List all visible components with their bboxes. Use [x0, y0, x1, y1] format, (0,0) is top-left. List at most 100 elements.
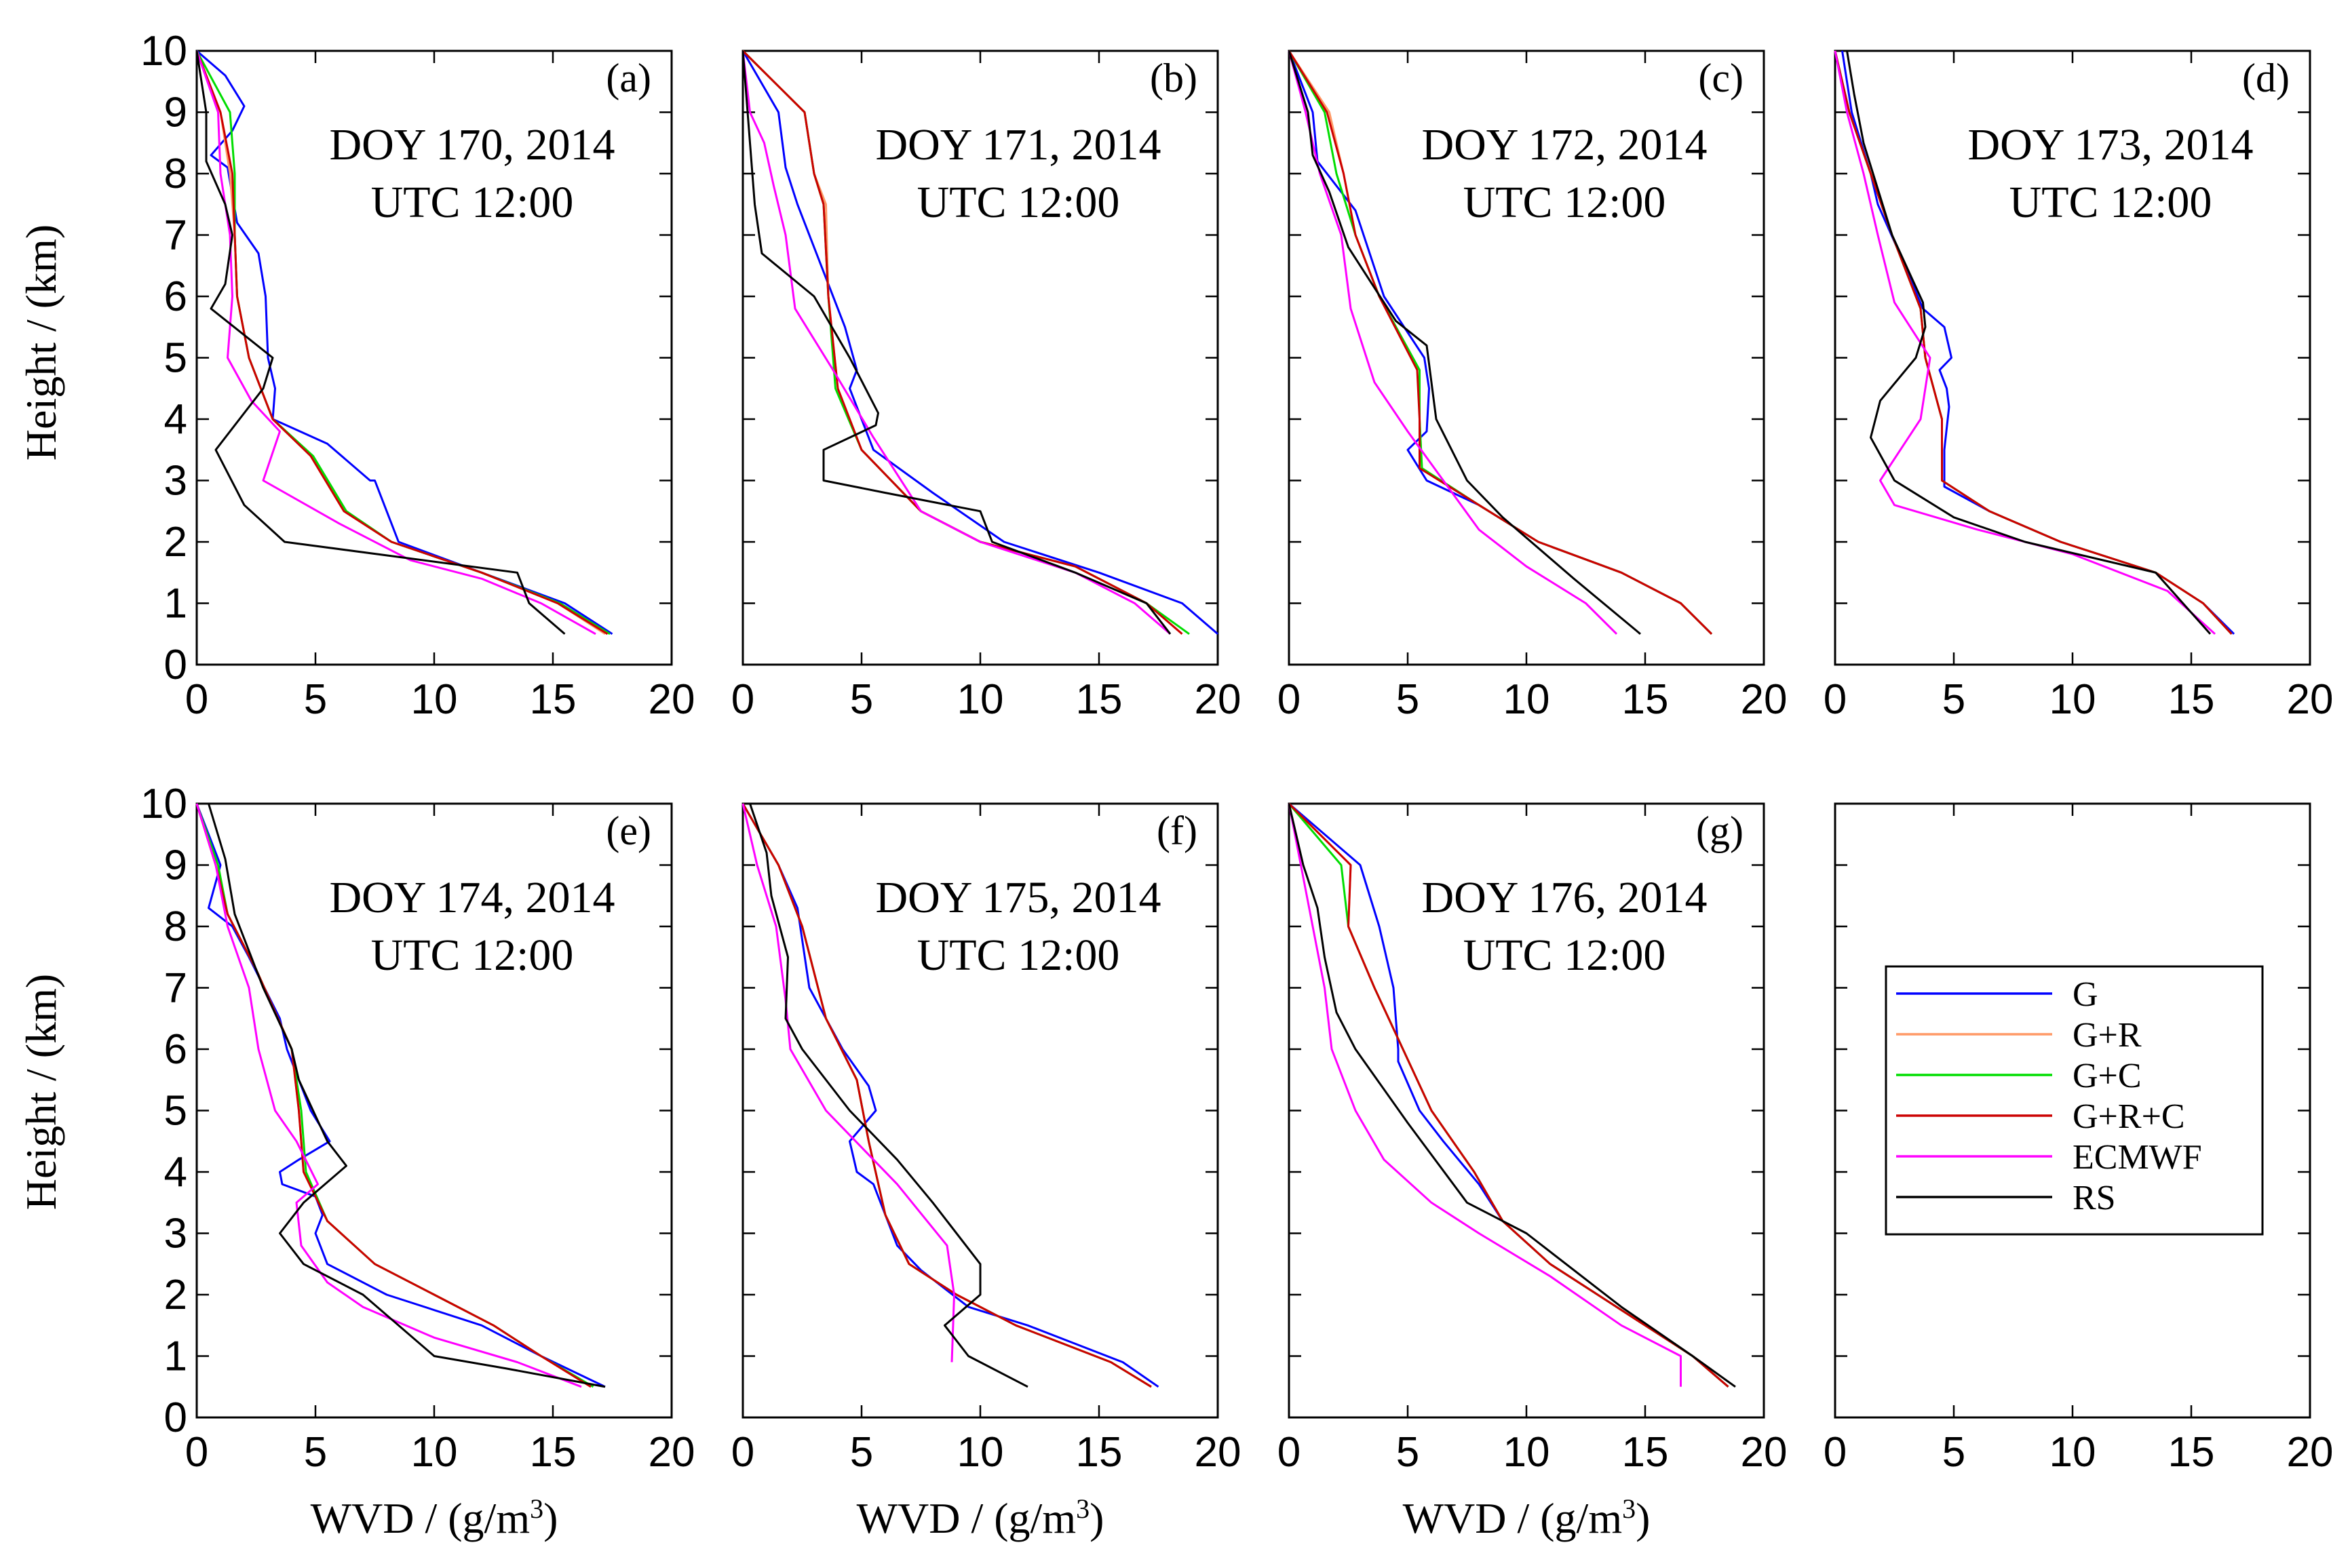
panel-title-line1: DOY 176, 2014	[1421, 873, 1707, 922]
panel-title-line2: UTC 12:00	[1463, 930, 1666, 980]
x-tick-label: 0	[185, 1429, 208, 1476]
series-line-rs	[208, 803, 606, 1388]
x-tick-label: 0	[731, 676, 754, 723]
x-tick-label: 20	[649, 676, 695, 723]
panel-tag: (d)	[2242, 56, 2290, 100]
x-tick-label: 10	[957, 1429, 1004, 1476]
y-tick-label: 0	[164, 1394, 187, 1441]
panel-title-line2: UTC 12:00	[371, 178, 574, 227]
y-tick-label: 5	[164, 1088, 187, 1135]
panel-title-line2: UTC 12:00	[2009, 178, 2212, 227]
y-tick-label: 4	[164, 1149, 187, 1196]
series-line-g	[195, 803, 606, 1388]
panel-title-line2: UTC 12:00	[371, 930, 574, 980]
series-line-ecmwf	[1288, 50, 1618, 635]
legend-label: RS	[2073, 1179, 2116, 1217]
x-tick-label: 10	[957, 676, 1004, 723]
y-tick-label: 6	[164, 1026, 187, 1073]
x-tick-label: 15	[1076, 676, 1123, 723]
y-tick-label: 4	[164, 396, 187, 443]
y-tick-label: 8	[164, 151, 187, 197]
x-tick-label: 20	[2287, 676, 2334, 723]
series-line-g-plus-r-plus-c	[1288, 802, 1729, 1388]
y-tick-label: 7	[164, 965, 187, 1012]
y-tick-label: 10	[140, 28, 187, 75]
x-tick-label: 20	[1741, 1429, 1788, 1476]
x-tick-label: 10	[1503, 676, 1550, 723]
y-tick-label: 3	[164, 458, 187, 505]
legend-label: G+C	[2073, 1057, 2142, 1095]
panel-3: 0 5 10 15 20 (c) DOY 172, 2014 UTC 12:00	[1277, 50, 1788, 723]
panel-title-line2: UTC 12:00	[917, 930, 1120, 980]
x-tick-label: 5	[1942, 1429, 1965, 1476]
panel-title-line1: DOY 171, 2014	[875, 120, 1161, 170]
y-tick-label: 0	[164, 642, 187, 688]
panel-title-line2: UTC 12:00	[1463, 178, 1666, 227]
panel-tag: (a)	[606, 56, 651, 100]
legend-label: G+R	[2073, 1016, 2142, 1055]
y-tick-label: 7	[164, 212, 187, 259]
y-axis-label-top: Height / (km)	[17, 224, 65, 460]
x-axis-label: WVD / (g/m3)	[857, 1493, 1104, 1542]
series-line-ecmwf	[195, 50, 596, 635]
x-tick-label: 15	[530, 1429, 577, 1476]
x-tick-label: 0	[1824, 676, 1847, 723]
x-tick-label: 5	[1396, 1429, 1419, 1476]
legend-label: G+R+C	[2073, 1097, 2185, 1136]
panel-tag: (e)	[606, 808, 651, 853]
y-tick-label: 3	[164, 1211, 187, 1257]
series-line-g-plus-r-plus-c	[1288, 50, 1713, 635]
series-line-g	[741, 803, 1159, 1388]
y-axis-label-bottom: Height / (km)	[17, 974, 65, 1210]
x-tick-label: 20	[2287, 1429, 2334, 1476]
panel-tag: (g)	[1696, 808, 1744, 853]
x-tick-label: 0	[1824, 1429, 1847, 1476]
panel-title-line1: DOY 173, 2014	[1967, 120, 2253, 170]
x-tick-label: 5	[304, 1429, 327, 1476]
legend-label: G	[2073, 975, 2098, 1014]
x-tick-label: 20	[649, 1429, 695, 1476]
x-tick-label: 10	[411, 676, 458, 723]
series-line-rs	[741, 50, 1172, 635]
series-line-rs	[195, 50, 566, 635]
panel-title-line1: DOY 172, 2014	[1421, 120, 1707, 170]
axis-labels-layer: Height / (km) Height / (km)	[17, 224, 65, 1210]
x-tick-label: 10	[2049, 1429, 2096, 1476]
y-tick-label: 1	[164, 581, 187, 627]
x-tick-label: 20	[1741, 676, 1788, 723]
panel-tag: (f)	[1157, 808, 1197, 853]
y-tick-label: 9	[164, 90, 187, 136]
x-tick-label: 0	[731, 1429, 754, 1476]
series-line-rs	[1288, 803, 1736, 1388]
x-tick-label: 5	[850, 676, 873, 723]
panel-frame	[741, 50, 1219, 666]
panel-5: 0 1 2 3 4 5 6 7 8 9 10 0 5 10 15 20 (e) DOY 174, 2014 UTC …	[140, 781, 695, 1476]
x-tick-label: 10	[2049, 676, 2096, 723]
y-tick-label: 9	[164, 842, 187, 889]
x-tick-label: 5	[1942, 676, 1965, 723]
legend-box	[1885, 965, 2264, 1236]
x-tick-label: 5	[304, 676, 327, 723]
series-line-rs	[749, 803, 1028, 1388]
x-tick-label: 15	[2168, 1429, 2215, 1476]
x-tick-label: 5	[850, 1429, 873, 1476]
x-axis-label: WVD / (g/m3)	[311, 1493, 558, 1542]
legend-label: ECMWF	[2073, 1138, 2202, 1177]
y-tick-label: 5	[164, 335, 187, 382]
panel-title-line2: UTC 12:00	[917, 178, 1120, 227]
panel-title-line1: DOY 170, 2014	[329, 120, 615, 170]
y-tick-label: 10	[140, 781, 187, 827]
x-tick-label: 20	[1195, 1429, 1241, 1476]
series-line-rs	[1288, 50, 1641, 635]
series-line-rs	[1846, 50, 2212, 635]
x-tick-label: 15	[530, 676, 577, 723]
x-tick-label: 0	[1277, 1429, 1301, 1476]
panel-7: 0 5 10 15 20 (g) DOY 176, 2014 UTC 12:00	[1277, 802, 1788, 1476]
x-axis-label: WVD / (g/m3)	[1403, 1493, 1651, 1542]
series-line-g-plus-r-plus-c	[741, 803, 1152, 1388]
y-tick-label: 8	[164, 903, 187, 950]
series-line-ecmwf	[1288, 803, 1682, 1387]
series-line-ecmwf	[1834, 50, 2216, 635]
